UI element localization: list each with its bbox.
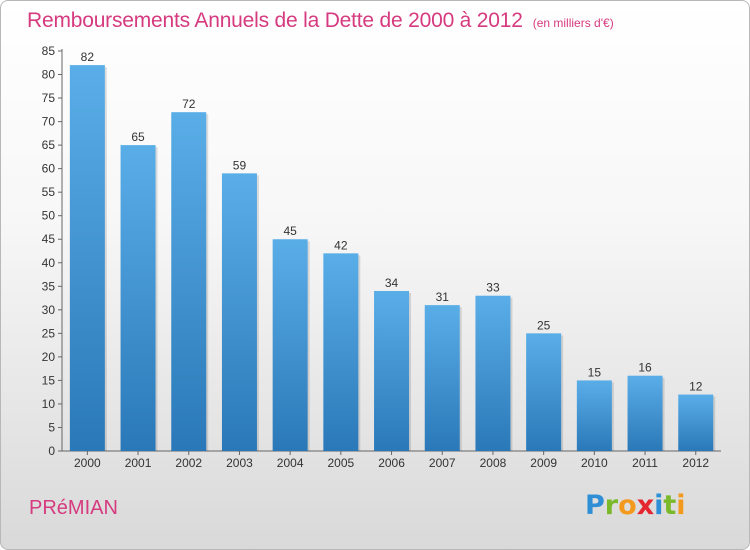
data-label: 82 xyxy=(81,50,95,64)
bar-2003 xyxy=(221,173,257,451)
data-label: 16 xyxy=(638,361,652,375)
y-tick-label: 50 xyxy=(42,209,56,223)
y-tick-label: 85 xyxy=(42,44,56,58)
bar-2012 xyxy=(678,394,714,451)
bar-2004 xyxy=(272,239,308,451)
data-label: 65 xyxy=(131,130,145,144)
bar-2009 xyxy=(526,333,562,451)
x-tick-label: 2009 xyxy=(530,456,557,470)
x-tick-label: 2012 xyxy=(682,456,709,470)
y-tick-label: 20 xyxy=(42,350,56,364)
y-tick-label: 35 xyxy=(42,279,56,293)
bar-2001 xyxy=(120,145,156,451)
x-tick-label: 2001 xyxy=(125,456,152,470)
bar-2005 xyxy=(323,253,359,451)
data-label: 25 xyxy=(537,318,551,332)
data-label: 72 xyxy=(182,97,196,111)
proxiti-logo: Proxiti xyxy=(585,490,686,521)
logo-letter: i xyxy=(676,490,686,521)
y-tick-label: 5 xyxy=(48,420,55,434)
data-label: 34 xyxy=(385,276,399,290)
logo-letter: o xyxy=(618,490,637,521)
bar-2010 xyxy=(576,380,612,451)
bar-2002 xyxy=(171,112,207,452)
x-tick-label: 2004 xyxy=(277,456,304,470)
logo-letter: r xyxy=(604,490,619,521)
y-tick-label: 0 xyxy=(48,444,55,458)
x-tick-label: 2006 xyxy=(378,456,405,470)
y-tick-label: 55 xyxy=(42,185,56,199)
y-tick-label: 45 xyxy=(42,232,56,246)
chart-title: Remboursements Annuels de la Dette de 20… xyxy=(27,9,614,33)
x-tick-label: 2005 xyxy=(327,456,354,470)
bar-2000 xyxy=(69,65,105,451)
y-tick-label: 40 xyxy=(42,256,56,270)
data-labels: 82 65 72 59 45 42 34 31 33 25 15 16 12 xyxy=(81,50,703,393)
title-subtitle: (en milliers d'€) xyxy=(532,16,614,30)
y-tick-label: 75 xyxy=(42,91,56,105)
data-label: 59 xyxy=(233,158,247,172)
data-label: 31 xyxy=(436,290,450,304)
y-tick-label: 15 xyxy=(42,373,56,387)
bar-2008 xyxy=(475,295,511,451)
y-tick-label: 65 xyxy=(42,138,56,152)
y-tick-label: 60 xyxy=(42,162,56,176)
y-tick-label: 10 xyxy=(42,397,56,411)
data-label: 15 xyxy=(588,365,602,379)
commune-name: PRéMIAN xyxy=(29,497,118,519)
y-tick-label: 25 xyxy=(42,326,56,340)
y-tick-label: 70 xyxy=(42,115,56,129)
bar-2011 xyxy=(627,375,663,451)
x-tick-label: 2002 xyxy=(175,456,202,470)
y-tick-label: 30 xyxy=(42,303,56,317)
logo-letter: x xyxy=(636,490,655,521)
data-label: 12 xyxy=(689,380,703,394)
logo-letter: t xyxy=(663,490,677,521)
data-label: 45 xyxy=(283,224,297,238)
x-tick-label: 2000 xyxy=(74,456,101,470)
bar-2006 xyxy=(374,291,410,451)
data-label: 42 xyxy=(334,238,348,252)
bar-2007 xyxy=(424,305,460,451)
y-tick-label: 80 xyxy=(42,68,56,82)
bars xyxy=(69,65,716,452)
x-tick-label: 2010 xyxy=(581,456,608,470)
logo-letter: P xyxy=(585,490,605,521)
title-main: Remboursements Annuels de la Dette de 20… xyxy=(27,9,523,32)
x-tick-label: 2008 xyxy=(480,456,507,470)
x-tick-label: 2003 xyxy=(226,456,253,470)
x-tick-label: 2011 xyxy=(632,456,658,470)
data-label: 33 xyxy=(486,281,500,295)
x-tick-label: 2007 xyxy=(429,456,456,470)
logo-letter: i xyxy=(654,490,664,521)
